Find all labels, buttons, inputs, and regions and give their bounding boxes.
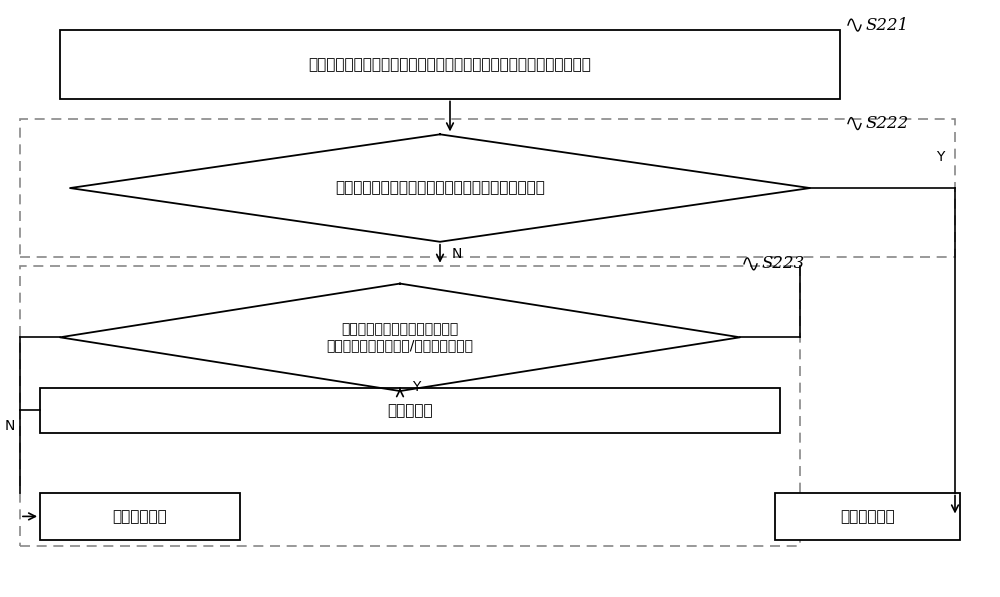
Bar (60, 30, 840, 99)
Bar (20, 119, 955, 257)
Text: S223: S223 (762, 256, 805, 272)
Bar (775, 493, 960, 540)
Text: S221: S221 (866, 17, 909, 33)
Polygon shape (70, 134, 810, 242)
Bar (40, 388, 780, 433)
Text: Y: Y (412, 380, 420, 393)
Bar (40, 493, 240, 540)
Text: 未检测出路口: 未检测出路口 (113, 509, 167, 524)
Text: 检测两个道路侧方图片均是否出现贯穿图片的车道线: 检测两个道路侧方图片均是否出现贯穿图片的车道线 (335, 180, 545, 196)
Text: N: N (5, 419, 15, 433)
Text: N: N (452, 247, 462, 261)
Polygon shape (60, 284, 740, 391)
Text: 将针对提取的车道线，将道路指示线的提取图片分为两个道路侧方图片: 将针对提取的车道线，将道路指示线的提取图片分为两个道路侧方图片 (309, 57, 591, 72)
Text: 检测出路口: 检测出路口 (387, 403, 433, 418)
Text: 未检测出路口: 未检测出路口 (840, 509, 895, 524)
Text: Y: Y (936, 150, 944, 164)
Bar (20, 266, 800, 546)
Text: 对道路指示线的提取图片中是否
出现相互垂直的车道线/中心线进行检测: 对道路指示线的提取图片中是否 出现相互垂直的车道线/中心线进行检测 (326, 322, 474, 352)
Text: S222: S222 (866, 115, 909, 132)
